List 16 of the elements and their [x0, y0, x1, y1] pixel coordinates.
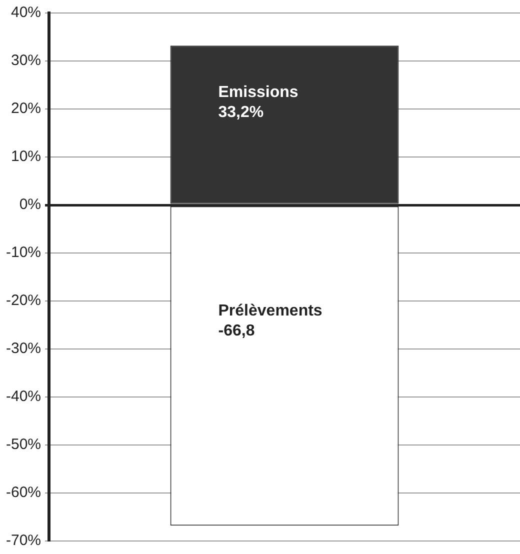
y-tick-label: -10%: [6, 244, 42, 262]
y-tick-label: 20%: [10, 100, 42, 118]
series-label: Prélèvements: [218, 302, 322, 320]
y-tick-label: -20%: [6, 292, 42, 310]
y-tick-label: -70%: [6, 532, 42, 550]
y-tick-label: -50%: [6, 436, 42, 454]
y-tick-label: -40%: [6, 388, 42, 406]
y-tick-label: 0%: [19, 196, 42, 214]
y-tick-label: -60%: [6, 484, 42, 502]
data-label: 33,2%: [218, 104, 264, 121]
y-tick-label: 40%: [10, 4, 42, 22]
data-label: -66,8: [218, 322, 255, 340]
y-tick-label: -30%: [6, 340, 42, 358]
y-tick-label: 10%: [10, 148, 42, 166]
series-label: Emissions: [218, 84, 298, 101]
y-tick-label: 30%: [10, 52, 42, 70]
